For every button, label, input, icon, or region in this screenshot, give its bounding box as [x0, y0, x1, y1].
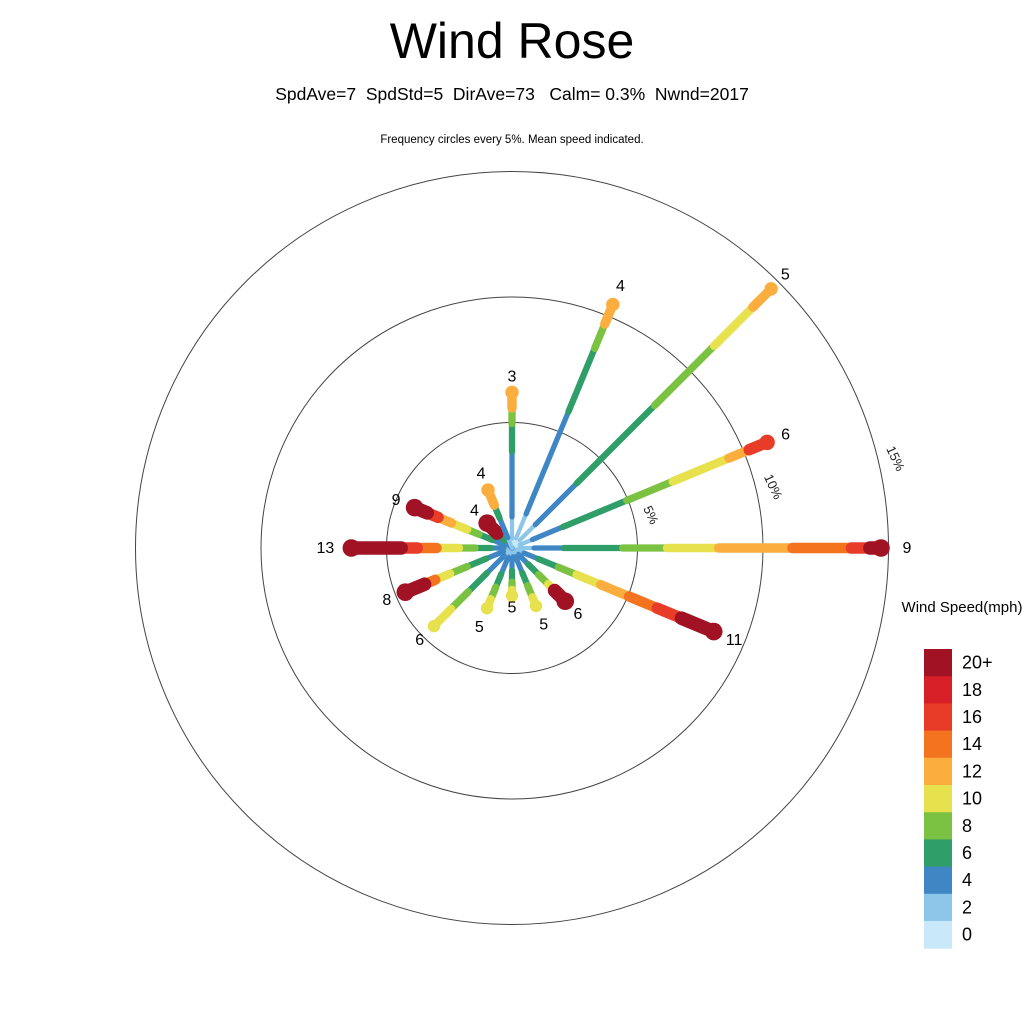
spoke-label-SSW: 5 — [475, 619, 484, 636]
legend: 20+ 18 16 14 12 10 8 6 4 2 0 — [924, 649, 993, 949]
spoke-label-SSE: 5 — [539, 616, 548, 633]
legend-label-18: 18 — [962, 680, 982, 700]
spoke-ENE-seg-6mph — [559, 497, 630, 531]
spoke-E: 9 — [510, 539, 912, 557]
legend-label-10: 10 — [962, 789, 982, 809]
spoke-label-WSW: 8 — [382, 592, 391, 609]
legend-label-4: 4 — [962, 870, 972, 890]
spoke-ENE-seg-10mph — [668, 453, 734, 486]
spoke-NE-seg-6mph — [573, 402, 658, 487]
spoke-WNW: 9 — [392, 492, 515, 551]
spoke-NNW: 4 — [477, 465, 515, 551]
spoke-label-NE: 5 — [781, 267, 790, 284]
spoke-label-ENE: 6 — [781, 427, 790, 444]
spoke-SW-seg-6mph — [465, 569, 491, 595]
spoke-ESE: 11 — [510, 546, 743, 649]
spoke-WSW-tip — [396, 583, 415, 601]
legend-swatch-2 — [924, 893, 952, 922]
legend-label-12: 12 — [962, 761, 982, 781]
legend-label-2: 2 — [962, 897, 972, 917]
legend-label-20+: 20+ — [962, 653, 993, 673]
ring-label-5%: 5% — [640, 503, 662, 527]
spoke-ENE-seg-4mph — [529, 524, 566, 543]
spoke-label-ESE: 11 — [726, 632, 743, 649]
spoke-NNW-tip — [481, 483, 495, 497]
legend-label-0: 0 — [962, 925, 972, 945]
legend-swatch-8 — [924, 812, 952, 840]
spoke-ENE-seg-8mph — [623, 477, 677, 505]
legend-label-6: 6 — [962, 843, 972, 863]
legend-label-8: 8 — [962, 816, 972, 836]
spoke-label-W: 13 — [316, 540, 334, 557]
legend-swatch-12 — [924, 757, 952, 786]
spoke-label-SW: 6 — [415, 632, 424, 649]
spoke-NNE: 4 — [510, 278, 625, 550]
spoke-NNE-seg-2mph — [513, 511, 529, 541]
legend-title: Wind Speed(mph) — [901, 599, 1023, 616]
spoke-NE-tip — [764, 282, 778, 296]
spoke-SSE-tip — [529, 599, 543, 613]
chart-title: Wind Rose — [389, 13, 635, 69]
frequency-note: Frequency circles every 5%. Mean speed i… — [380, 134, 644, 146]
stats-line: SpdAve=7 SpdStd=5 DirAve=73 Calm= 0.3% N… — [275, 84, 749, 104]
spoke-W: 13 — [316, 539, 515, 557]
legend-label-16: 16 — [962, 707, 982, 727]
spoke-W-tip — [342, 539, 361, 557]
spoke-label-SE: 6 — [574, 606, 583, 623]
spoke-NE-seg-8mph — [650, 342, 718, 410]
legend-swatch-4 — [924, 866, 952, 895]
ring-label-10%: 10% — [761, 472, 786, 502]
legend-swatch-16 — [924, 703, 952, 732]
spoke-NNE-seg-4mph — [523, 409, 572, 517]
spoke-SSE: 5 — [509, 545, 548, 633]
spoke-SW-seg-4mph — [484, 553, 507, 576]
spoke-SSW: 5 — [475, 545, 515, 636]
legend-swatch-18 — [924, 676, 952, 704]
spoke-ESE-tip — [704, 622, 723, 641]
spoke-label-N: 3 — [508, 368, 517, 385]
spoke-label-NNW: 4 — [477, 465, 486, 482]
spoke-SSW-tip — [480, 602, 494, 615]
spoke-N: 3 — [505, 368, 519, 550]
spoke-label-S: 5 — [508, 600, 517, 617]
legend-swatch-10 — [924, 785, 952, 813]
spoke-NW-tip — [478, 514, 496, 532]
legend-label-14: 14 — [962, 734, 982, 754]
spoke-label-E: 9 — [903, 540, 912, 557]
spoke-NE-seg-10mph — [709, 302, 758, 351]
spoke-NNE-tip — [606, 297, 620, 312]
legend-swatch-20+ — [924, 649, 952, 677]
spoke-ENE: 6 — [510, 427, 790, 550]
spoke-label-NW: 4 — [470, 502, 479, 519]
spoke-NW: 4 — [470, 502, 515, 551]
ring-label-15%: 15% — [883, 444, 908, 474]
spoke-NE: 5 — [510, 267, 790, 550]
spoke-SW: 6 — [415, 545, 515, 649]
spoke-WSW: 8 — [382, 545, 515, 609]
spoke-label-NNE: 4 — [616, 278, 625, 295]
spoke-NE-seg-2mph — [517, 522, 538, 543]
spoke-S-tip — [505, 589, 519, 602]
spoke-WNW-tip — [405, 498, 424, 517]
legend-swatch-0 — [924, 921, 952, 949]
spoke-SE-tip — [556, 592, 575, 611]
legend-swatch-6 — [924, 839, 952, 868]
spoke-SW-tip — [427, 619, 441, 633]
spoke-label-WNW: 9 — [392, 492, 401, 509]
spoke-NNE-seg-6mph — [565, 345, 598, 415]
spoke-E-tip — [872, 539, 890, 557]
spoke-NE-seg-4mph — [532, 480, 580, 528]
spoke-N-tip — [505, 385, 519, 400]
spoke-NNW-seg-4mph — [496, 515, 511, 541]
legend-swatch-14 — [924, 730, 952, 759]
spoke-ENE-tip — [759, 434, 775, 451]
